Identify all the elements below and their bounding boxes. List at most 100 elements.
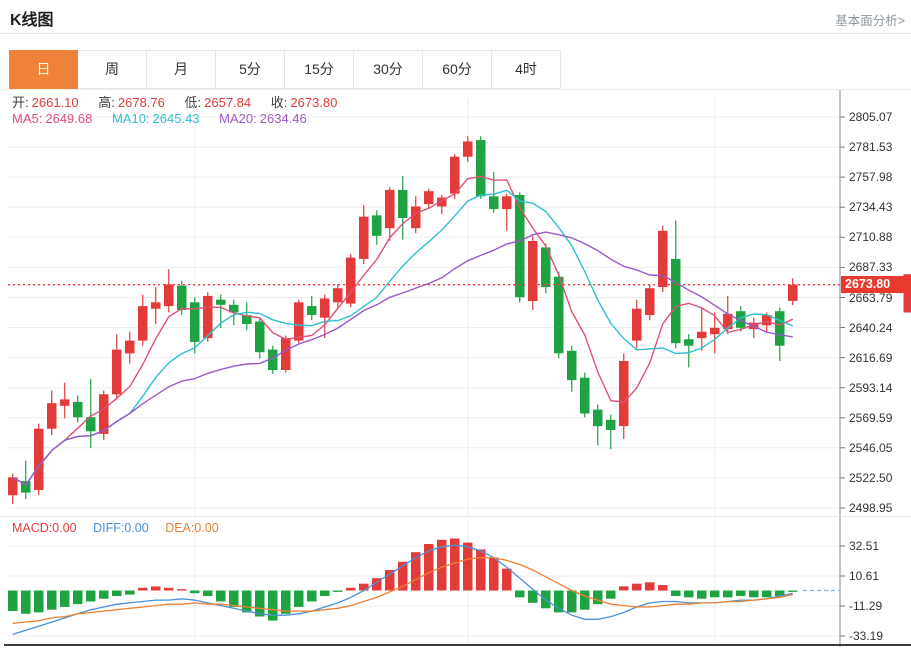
macd-axis-label: -33.19 bbox=[849, 629, 884, 643]
main-gridlines bbox=[8, 98, 845, 517]
macd-bar bbox=[749, 590, 759, 598]
candle bbox=[502, 196, 512, 210]
candle bbox=[8, 477, 18, 496]
candle bbox=[450, 156, 460, 194]
diff-value: 0.00 bbox=[124, 521, 149, 535]
price-axis-label: 2757.98 bbox=[849, 170, 893, 185]
macd-bar bbox=[34, 590, 44, 613]
macd-bar bbox=[619, 586, 629, 591]
tab-week[interactable]: 周 bbox=[78, 50, 147, 89]
candle bbox=[710, 327, 720, 335]
ma5-value: 2649.68 bbox=[45, 111, 93, 126]
macd-bar bbox=[138, 587, 148, 591]
candle bbox=[151, 302, 161, 309]
tab-5min[interactable]: 5分 bbox=[216, 50, 285, 89]
candle bbox=[424, 191, 434, 204]
macd-axis-label: 10.61 bbox=[849, 569, 880, 583]
candle bbox=[255, 321, 265, 353]
ma10-line bbox=[12, 189, 794, 486]
tab-60min[interactable]: 60分 bbox=[423, 50, 492, 89]
candle bbox=[281, 338, 291, 370]
candle bbox=[99, 394, 109, 434]
macd-bar bbox=[437, 539, 447, 591]
low-label: 低: bbox=[184, 95, 202, 110]
macd-bar bbox=[632, 583, 642, 591]
macd-bar bbox=[775, 590, 785, 596]
macd-bar bbox=[671, 590, 681, 596]
candle bbox=[86, 417, 96, 432]
candle bbox=[541, 247, 551, 287]
fundamental-analysis-link[interactable]: 基本面分析> bbox=[835, 14, 905, 28]
ma5-line bbox=[12, 175, 794, 486]
macd-bar bbox=[463, 542, 473, 591]
macd-bar bbox=[372, 578, 382, 591]
macd-bar bbox=[8, 590, 18, 611]
ma20-label: MA20: bbox=[219, 111, 257, 126]
ma20-value: 2634.46 bbox=[259, 111, 307, 126]
macd-bar bbox=[762, 590, 772, 598]
macd-bar bbox=[86, 590, 96, 602]
candle bbox=[125, 340, 135, 354]
macd-bar bbox=[229, 590, 239, 607]
candle bbox=[697, 331, 707, 339]
close-label: 收: bbox=[270, 95, 288, 110]
ma10-value: 2645.43 bbox=[152, 111, 200, 126]
macd-value: 0.00 bbox=[52, 521, 77, 535]
high-label: 高: bbox=[98, 95, 115, 110]
candle bbox=[73, 401, 83, 418]
diff-label: DIFF: bbox=[93, 521, 125, 535]
candle bbox=[164, 284, 174, 307]
macd-bar bbox=[112, 590, 122, 596]
macd-bar bbox=[320, 590, 330, 596]
candle bbox=[242, 315, 252, 324]
chart-bottom-border bbox=[4, 644, 911, 646]
candle bbox=[112, 349, 122, 395]
price-axis-label: 2546.05 bbox=[849, 440, 893, 455]
macd-bar bbox=[164, 587, 174, 591]
candle bbox=[333, 288, 343, 303]
macd-bar bbox=[567, 590, 577, 613]
candlestick-chart[interactable] bbox=[0, 90, 911, 517]
tab-15min[interactable]: 15分 bbox=[285, 50, 354, 89]
macd-bar bbox=[723, 590, 733, 598]
candle bbox=[307, 306, 317, 315]
candle bbox=[229, 304, 239, 313]
candle bbox=[294, 302, 304, 341]
ohlc-info-row: 开: 2661.10 高: 2678.76 低: 2657.84 收: 2673.80 bbox=[12, 92, 353, 111]
candle bbox=[398, 189, 408, 218]
macd-bar bbox=[658, 585, 668, 591]
tab-day[interactable]: 日 bbox=[9, 50, 78, 89]
candle bbox=[658, 230, 668, 287]
low-value: 2657.84 bbox=[204, 95, 252, 110]
macd-bar bbox=[606, 590, 616, 599]
macd-bar bbox=[21, 590, 31, 614]
tab-4hour[interactable]: 4时 bbox=[492, 50, 561, 89]
candle bbox=[21, 481, 31, 493]
tab-month[interactable]: 月 bbox=[147, 50, 216, 89]
macd-label: MACD: bbox=[12, 521, 53, 535]
macd-bar bbox=[151, 586, 161, 591]
tab-30min[interactable]: 30分 bbox=[354, 50, 423, 89]
candle bbox=[47, 403, 57, 429]
tabs-underline bbox=[0, 89, 911, 90]
candle bbox=[463, 141, 473, 157]
macd-bar bbox=[385, 570, 395, 591]
macd-bar bbox=[190, 590, 200, 594]
candle bbox=[619, 361, 629, 427]
price-axis-label: 2569.59 bbox=[849, 410, 893, 425]
macd-bar bbox=[736, 590, 746, 596]
macd-bar bbox=[684, 590, 694, 598]
candle bbox=[723, 313, 733, 330]
price-axis-label: 2593.14 bbox=[849, 380, 893, 395]
candle bbox=[476, 140, 486, 197]
price-axis-label: 2781.53 bbox=[849, 140, 893, 155]
diff-line bbox=[12, 544, 793, 636]
ma-info-row: MA5: 2649.68 MA10: 2645.43 MA20: 2634.46 bbox=[12, 111, 323, 126]
candle bbox=[632, 308, 642, 341]
macd-info-row: MACD:0.00 DIFF:0.00 DEA:0.00 bbox=[12, 521, 235, 535]
ma5-label: MA5: bbox=[12, 111, 43, 126]
macd-chart[interactable] bbox=[0, 517, 911, 647]
close-value: 2673.80 bbox=[290, 95, 338, 110]
candle bbox=[268, 349, 278, 370]
